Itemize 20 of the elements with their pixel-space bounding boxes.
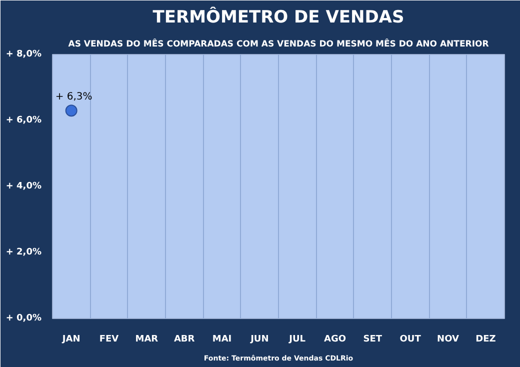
data-label: + 6,3%: [55, 92, 92, 103]
x-tick-label: MAI: [212, 334, 232, 344]
x-tick-label: FEV: [99, 334, 119, 344]
x-tick-label: JUN: [250, 334, 269, 344]
y-tick-label: + 2,0%: [6, 248, 42, 258]
y-tick-label: + 6,0%: [6, 116, 42, 126]
x-tick-label: OUT: [400, 334, 422, 344]
x-tick-label: JUL: [288, 334, 306, 344]
x-tick-label: SET: [363, 334, 383, 344]
x-tick-label: JAN: [61, 334, 80, 344]
y-tick-label: + 4,0%: [6, 182, 42, 192]
x-tick-label: MAR: [135, 334, 158, 344]
x-tick-label: ABR: [174, 334, 195, 344]
x-tick-label: NOV: [437, 334, 459, 344]
chart-title: TERMÔMETRO DE VENDAS: [152, 6, 404, 28]
chart-subtitle: AS VENDAS DO MÊS COMPARADAS COM AS VENDAS DO MESMO MÊS DO ANO ANTERIOR: [68, 38, 490, 50]
y-tick-label: + 0,0%: [6, 314, 42, 324]
y-tick-label: + 8,0%: [6, 50, 42, 60]
x-tick-label: DEZ: [476, 334, 496, 344]
x-tick-label: AGO: [324, 334, 346, 344]
